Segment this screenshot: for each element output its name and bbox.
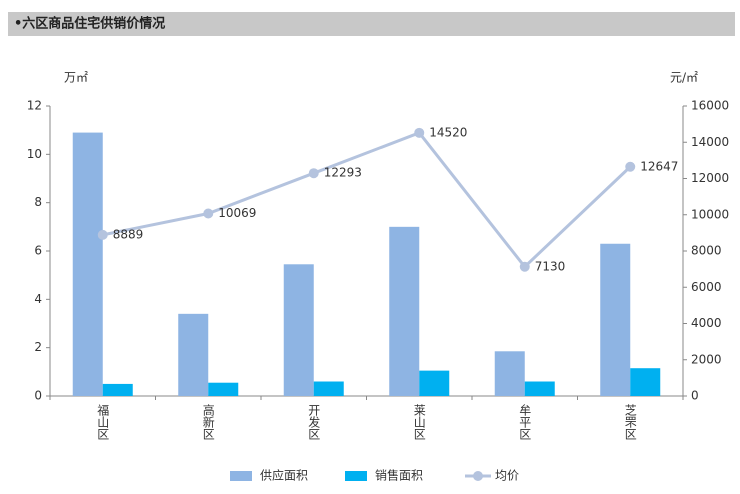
y2-axis-label: 元/㎡ [670,71,698,85]
y-tick-label: 8 [34,195,42,209]
legend-marker [473,471,483,481]
y-tick-label: 2 [34,340,42,354]
price-point [625,161,636,172]
price-point [519,261,530,272]
y-axis-label: 万㎡ [64,71,88,85]
price-label: 12647 [640,159,678,173]
price-point [308,168,319,179]
legend-swatch [230,471,252,481]
y-tick-label: 12 [27,99,42,113]
y2-tick-label: 10000 [691,207,729,221]
price-line [102,131,632,269]
x-tick-label: 福山区 [96,403,110,440]
y2-tick-label: 8000 [691,244,722,258]
bar [419,370,450,396]
y2-tick-label: 0 [691,389,699,403]
price-label: 14520 [429,125,467,139]
bar [178,313,209,396]
y2-tick-label: 14000 [691,135,729,149]
y-tick-label: 0 [34,389,42,403]
y-tick-label: 10 [27,147,42,161]
legend-label: 均价 [495,469,519,483]
x-tick-label: 高新区 [201,403,215,440]
legend-label: 销售面积 [375,468,423,483]
bar [524,381,555,396]
price-label: 8889 [113,227,144,241]
y2-tick-label: 6000 [691,280,722,294]
bar [494,351,525,396]
bar [208,382,239,396]
y2-tick-label: 16000 [691,99,729,113]
legend-label: 供应面积 [260,468,308,483]
bar [389,226,420,396]
y-tick-label: 6 [34,244,42,258]
title-bar [8,12,735,36]
y-tick-label: 4 [34,292,42,306]
y2-tick-label: 4000 [691,316,722,330]
price-label: 10069 [218,206,256,220]
bar [313,381,344,396]
y2-tick-label: 2000 [691,352,722,366]
bar [72,132,103,397]
chart-title: •六区商品住宅供销价情况 [14,16,165,32]
price-label: 12293 [324,166,362,180]
bar [600,243,631,396]
bar [630,368,661,396]
legend-swatch [345,471,367,481]
x-tick-label: 开发区 [307,404,321,440]
price-point [203,208,214,219]
y2-tick-label: 12000 [691,171,729,185]
x-tick-label: 莱山区 [412,404,426,440]
price-point [97,229,108,240]
bar [283,264,314,396]
x-tick-label: 牟平区 [518,403,532,440]
x-tick-label: 芝罘区 [623,403,637,440]
price-label: 7130 [535,259,566,273]
bar [102,383,133,396]
price-point [414,127,425,138]
